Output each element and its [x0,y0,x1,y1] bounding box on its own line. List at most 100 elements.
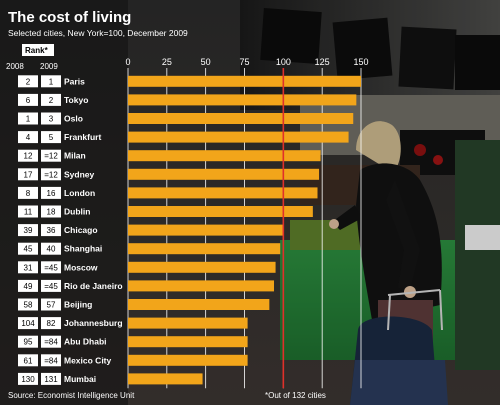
x-tick-label: 0 [125,57,130,67]
rank-2009: 1 [49,77,54,86]
rank-2009: =84 [44,338,58,347]
bar [128,336,248,348]
x-tick-label: 25 [162,57,172,67]
category-label: Chicago [64,225,98,235]
bar [128,224,284,236]
rank-2009-box [41,205,61,218]
rank-2008-box [18,317,38,330]
bar [128,206,313,217]
bar [128,373,203,385]
x-tick-label: 75 [239,57,249,67]
rank-2008-box [18,242,38,255]
rank-2008-box [18,298,38,311]
rank-2008-box [18,279,38,292]
category-label: Mexico City [64,355,112,365]
rank-2008: 1 [26,115,31,124]
rank-2008-box [18,335,38,348]
x-tick-label: 100 [276,57,291,67]
rank-2009-box [41,242,61,255]
category-label: London [64,188,95,198]
rank-2008-box [18,168,38,181]
rank-year-2009: 2009 [40,62,58,71]
rank-2008: 6 [26,96,31,105]
category-label: Milan [64,151,86,161]
rank-header-box [22,44,54,56]
rank-2008-box [18,149,38,162]
chart-title: The cost of living [8,9,131,26]
rank-2008-box [18,205,38,218]
rank-2009-box [41,279,61,292]
bar [128,113,354,124]
category-label: Oslo [64,114,83,124]
category-label: Shanghai [64,244,102,254]
bar [128,187,318,199]
rank-2008-box [18,131,38,144]
rank-2008-box [18,261,38,274]
bar [128,317,248,329]
rank-2009-box [41,93,61,106]
bar [128,75,361,87]
rank-2009-box [41,298,61,311]
rank-2009-box [41,186,61,199]
rank-2009: 16 [47,189,56,198]
rank-2008-box [18,224,38,237]
rank-2009: 131 [44,375,58,384]
source-note: Source: Economist Intelligence Unit [8,391,135,400]
category-label: Paris [64,76,85,86]
x-tick-label: 150 [353,57,368,67]
rank-2008-box [18,186,38,199]
rank-2009: 57 [47,301,56,310]
rank-year-2008: 2008 [6,62,24,71]
rank-2009: 18 [47,208,56,217]
rank-2008-box [18,112,38,125]
rank-header: Rank* [25,46,49,55]
category-label: Abu Dhabi [64,337,107,347]
rank-2009: 3 [49,115,54,124]
rank-2008: 49 [24,282,33,291]
rank-2008: 17 [24,170,33,179]
rank-2008: 12 [24,152,33,161]
category-label: Tokyo [64,95,88,105]
rank-2008: 130 [21,375,35,384]
rank-2009-box [41,335,61,348]
rank-2009-box [41,149,61,162]
rank-2008: 8 [26,189,31,198]
rank-2009-box [41,168,61,181]
rank-2009: =84 [44,356,58,365]
x-tick-label: 125 [315,57,330,67]
rank-2009-box [41,112,61,125]
rank-2009: =12 [44,170,58,179]
rank-2009: 40 [47,245,56,254]
rank-2009: =45 [44,282,58,291]
rank-2009-box [41,224,61,237]
rank-2009: =45 [44,263,58,272]
rank-2008: 45 [24,245,33,254]
footnote: *Out of 132 cities [265,391,326,400]
rank-2008: 11 [24,208,33,217]
rank-2009: 36 [47,226,56,235]
rank-2009: 5 [49,133,54,142]
x-tick-label: 50 [201,57,211,67]
x-tick-labels: 0 25 50 75 100 125 150 [125,57,368,67]
rank-2008: 104 [21,319,35,328]
rank-2009-box [41,317,61,330]
rank-2009-box [41,372,61,385]
rank-2009-box [41,131,61,144]
bar [128,131,349,143]
category-label: Dublin [64,207,90,217]
rank-2009: 82 [47,319,56,328]
bar [128,168,320,180]
bar [128,280,275,292]
category-label: Sydney [64,169,95,179]
rank-2008-box [18,372,38,385]
rank-2008-box [18,354,38,367]
rank-2008-box [18,75,38,88]
category-label: Rio de Janeiro [64,281,123,291]
rank-2009-box [41,354,61,367]
rank-2008: 58 [24,301,33,310]
rank-2009: 2 [49,96,54,105]
bar [128,261,276,273]
